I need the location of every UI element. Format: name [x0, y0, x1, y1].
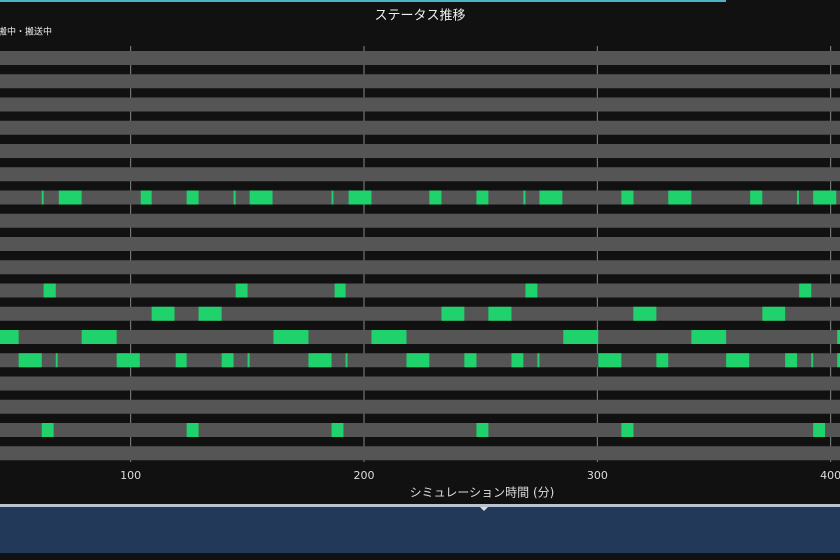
- status-segment: [429, 190, 442, 205]
- status-segment: [621, 190, 634, 205]
- status-segment: [186, 423, 199, 437]
- status-segment: [331, 190, 334, 205]
- status-segment: [525, 283, 538, 298]
- track: [0, 97, 840, 112]
- legend-label: 搬中・搬送中: [0, 26, 52, 38]
- status-segment: [837, 330, 840, 344]
- status-segment: [345, 353, 348, 368]
- track: [0, 260, 840, 275]
- status-segment: [563, 330, 599, 344]
- status-segment: [198, 306, 222, 321]
- status-segment: [537, 353, 540, 368]
- status-segment: [55, 353, 58, 368]
- status-segment: [186, 190, 199, 205]
- status-segment: [598, 353, 622, 368]
- track: [0, 190, 840, 205]
- status-segment: [441, 306, 465, 321]
- x-tick-label: 300: [587, 469, 608, 482]
- range-slider-handle[interactable]: [480, 507, 488, 511]
- status-segment: [233, 190, 236, 205]
- status-segment: [175, 353, 187, 368]
- status-segment: [621, 423, 634, 437]
- status-segment: [799, 283, 812, 298]
- plot-area: [0, 51, 840, 461]
- status-segment: [273, 330, 309, 344]
- status-segment: [668, 190, 692, 205]
- x-axis: 100 200 300 400: [120, 469, 840, 482]
- status-segment: [837, 353, 840, 368]
- status-segment: [41, 423, 54, 437]
- status-segment: [0, 330, 19, 344]
- range-slider-border: [0, 504, 840, 507]
- status-segment: [41, 190, 44, 205]
- status-segment: [785, 353, 798, 368]
- status-segment: [140, 190, 152, 205]
- status-segment: [750, 190, 763, 205]
- status-segment: [334, 283, 346, 298]
- status-segment: [476, 423, 489, 437]
- status-segment: [58, 190, 82, 205]
- status-segment: [151, 306, 175, 321]
- track: [0, 237, 840, 251]
- track: [0, 74, 840, 89]
- status-segment: [633, 306, 657, 321]
- status-segment: [116, 353, 140, 368]
- status-segment: [539, 190, 563, 205]
- range-slider[interactable]: [0, 507, 840, 553]
- x-tick-label: 100: [120, 469, 141, 482]
- status-segment: [249, 190, 273, 205]
- track: [0, 167, 840, 182]
- status-segment: [406, 353, 430, 368]
- status-segment: [476, 190, 489, 205]
- status-segment: [221, 353, 234, 368]
- status-segment: [81, 330, 117, 344]
- status-segment: [811, 353, 814, 368]
- track: [0, 51, 840, 65]
- track: [0, 144, 840, 158]
- status-segment: [511, 353, 524, 368]
- track: [0, 376, 840, 391]
- status-segment: [691, 330, 727, 344]
- status-segment: [331, 423, 344, 437]
- track: [0, 423, 840, 437]
- track: [0, 446, 840, 461]
- x-tick-label: 200: [354, 469, 375, 482]
- track: [0, 120, 840, 135]
- x-tick-label: 400: [820, 469, 840, 482]
- status-segment: [247, 353, 250, 368]
- status-segment: [348, 190, 372, 205]
- status-segment: [371, 330, 407, 344]
- status-segment: [656, 353, 669, 368]
- status-segment: [726, 353, 750, 368]
- grid: [130, 46, 832, 462]
- status-segment: [235, 283, 248, 298]
- track: [0, 283, 840, 298]
- chart-title: ステータス推移: [374, 9, 465, 24]
- status-segment: [18, 353, 42, 368]
- status-segment: [308, 353, 332, 368]
- track: [0, 330, 840, 344]
- status-segment: [523, 190, 526, 205]
- x-axis-title: シミュレーション時間 (分): [410, 486, 555, 500]
- status-segment: [488, 306, 512, 321]
- status-segment: [464, 353, 477, 368]
- status-segment: [813, 190, 837, 205]
- status-segment: [43, 283, 56, 298]
- status-segment: [797, 190, 799, 205]
- track: [0, 213, 840, 228]
- track: [0, 306, 840, 321]
- track: [0, 399, 840, 414]
- status-segment: [762, 306, 786, 321]
- status-segment: [813, 423, 826, 437]
